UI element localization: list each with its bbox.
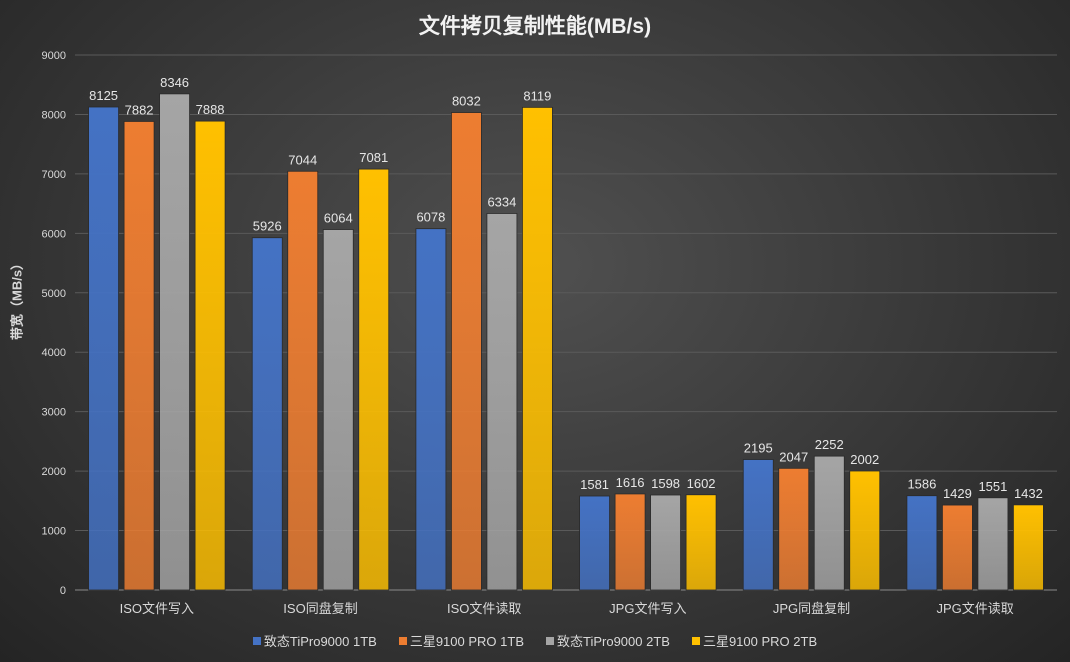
data-label: 5926 [253,219,282,234]
bar [685,494,717,591]
bar [977,497,1009,591]
data-label: 1616 [616,475,645,490]
data-label: 7882 [125,102,154,117]
legend: 致态TiPro9000 1TB 三星9100 PRO 1TB 致态TiPro9000… [0,631,1070,650]
x-tick-label: ISO同盘复制 [283,601,357,616]
bar [251,237,283,591]
bar [415,228,447,591]
data-label: 1432 [1014,486,1043,501]
data-label: 1602 [687,476,716,491]
data-label: 8346 [160,75,189,90]
legend-swatch [691,636,700,645]
legend-item: 三星9100 PRO 1TB [398,631,524,650]
data-label: 6334 [487,194,516,209]
data-label: 7081 [359,150,388,165]
y-tick-label: 1000 [42,526,66,538]
bar [849,470,881,591]
bar [942,504,973,591]
bar [650,494,681,591]
data-label: 8119 [523,88,551,103]
legend-swatch [398,636,407,645]
bar [813,455,845,591]
data-label: 7044 [288,152,317,167]
legend-item: 致态TiPro9000 1TB [252,631,377,650]
y-tick-label: 3000 [42,407,66,419]
legend-label: 三星9100 PRO 1TB [409,634,524,649]
y-tick-label: 8000 [42,109,66,121]
data-label: 6078 [416,210,445,225]
bar [579,495,610,591]
data-label: 2002 [850,452,879,467]
bar [486,213,518,591]
y-tick-label: 6000 [42,228,66,240]
data-label: 8032 [452,94,481,109]
bar [159,93,190,591]
y-tick-label: 5000 [42,288,66,300]
bar [522,106,553,591]
data-label: 8125 [89,88,118,103]
x-tick-label: JPG文件读取 [937,601,1014,616]
bar [358,168,390,591]
y-tick-label: 4000 [42,347,66,359]
x-tick-label: ISO文件写入 [120,601,194,616]
legend-swatch [252,636,261,645]
chart-title: 文件拷贝复制性能(MB/s) [418,15,652,38]
data-label: 2047 [779,449,808,464]
legend-label: 致态TiPro9000 1TB [263,634,377,649]
bar [322,229,354,591]
y-tick-label: 7000 [42,169,66,181]
data-label: 1429 [943,486,972,501]
data-label: 2195 [744,441,773,456]
bar [123,121,155,591]
x-tick-label: ISO文件读取 [447,601,521,616]
y-tick-label: 9000 [42,50,66,62]
bar [906,495,938,591]
x-tick-label: JPG文件写入 [609,601,686,616]
legend-label: 三星9100 PRO 2TB [702,634,818,649]
data-label: 2252 [815,437,844,452]
x-tick-label: JPG同盘复制 [773,601,850,616]
bar [451,112,482,591]
bar [778,467,810,591]
data-label: 1586 [907,477,936,492]
data-label: 1598 [651,476,680,491]
legend-swatch [546,636,554,645]
bar [1013,504,1044,591]
bar [614,493,646,591]
bar [194,120,226,591]
y-tick-label: 2000 [42,466,66,478]
legend-item: 致态TiPro9000 2TB [546,631,670,650]
legend-item: 三星9100 PRO 2TB [691,631,818,650]
data-label: 1551 [978,479,1007,494]
bar [287,170,319,591]
legend-label: 致态TiPro9000 2TB [557,634,670,649]
bar [88,106,119,591]
bar [742,459,774,591]
data-label: 7888 [196,102,225,117]
y-tick-label: 0 [60,585,66,597]
data-label: 6064 [324,211,353,226]
data-label: 1581 [580,477,609,492]
